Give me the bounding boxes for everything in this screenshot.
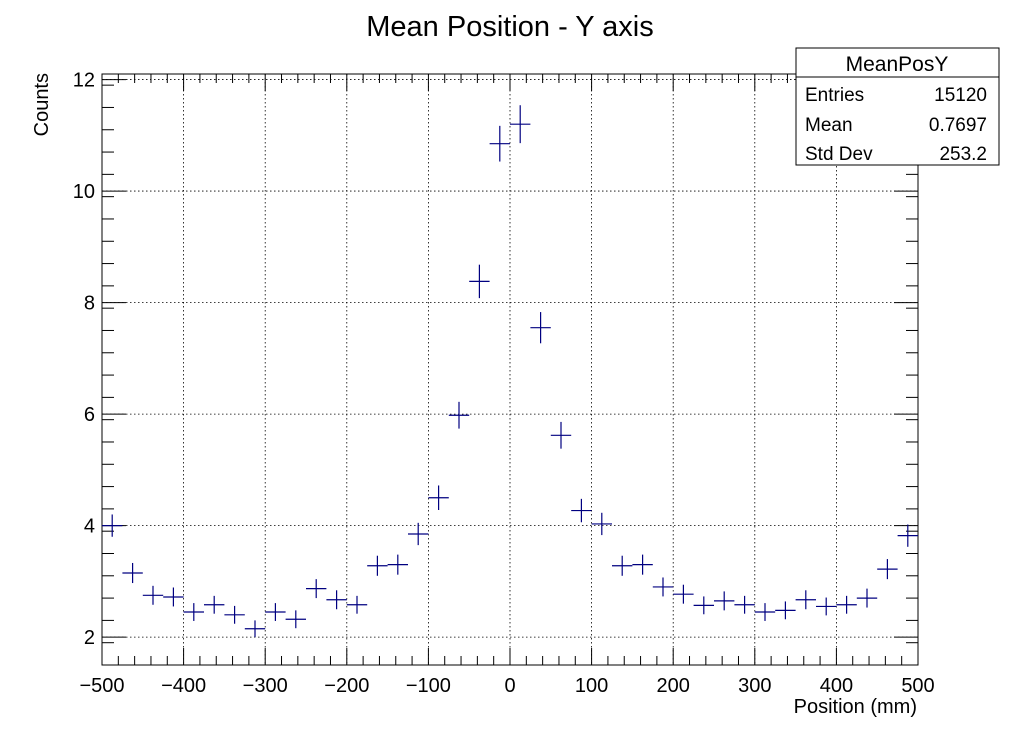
x-tick-label: −500 bbox=[79, 675, 124, 697]
x-tick-label: −100 bbox=[406, 675, 451, 697]
data-point bbox=[244, 620, 266, 638]
data-point bbox=[285, 610, 306, 629]
stats-stddev-label: Std Dev bbox=[805, 144, 873, 165]
data-point bbox=[530, 312, 551, 344]
data-point bbox=[714, 591, 735, 611]
x-tick-label: −400 bbox=[161, 675, 206, 697]
y-tick-label: 8 bbox=[84, 293, 95, 315]
y-tick-label: 4 bbox=[84, 516, 95, 538]
data-point bbox=[510, 105, 531, 144]
data-point bbox=[877, 559, 898, 580]
data-point bbox=[816, 597, 837, 616]
data-point bbox=[448, 401, 470, 429]
data-point bbox=[122, 562, 143, 584]
x-tick-label: 500 bbox=[901, 675, 934, 697]
chart-title: Mean Position - Y axis bbox=[366, 11, 653, 43]
stats-entries-label: Entries bbox=[805, 85, 864, 106]
stats-mean-value: 0.7697 bbox=[929, 115, 987, 136]
data-point bbox=[265, 603, 286, 621]
stats-box-frame bbox=[795, 47, 1000, 166]
stats-stddev-value: 253.2 bbox=[939, 144, 987, 165]
data-point bbox=[428, 485, 449, 511]
data-point bbox=[326, 590, 347, 610]
x-tick-label: 100 bbox=[575, 675, 608, 697]
y-tick-labels: 2 4 6 8 10 12 bbox=[73, 70, 95, 650]
x-tick-label: 400 bbox=[820, 675, 853, 697]
data-point bbox=[489, 125, 510, 162]
data-point bbox=[224, 605, 245, 624]
data-point bbox=[795, 590, 816, 610]
y-axis-label: Counts bbox=[31, 73, 53, 136]
data-point bbox=[387, 554, 408, 575]
x-axis-label: Position (mm) bbox=[794, 696, 917, 718]
x-tick-label: 300 bbox=[738, 675, 771, 697]
stats-entries-value: 15120 bbox=[934, 85, 987, 106]
data-point bbox=[775, 601, 796, 620]
data-point bbox=[612, 555, 633, 576]
data-point bbox=[163, 587, 184, 607]
stats-title: MeanPosY bbox=[846, 53, 949, 76]
data-points bbox=[102, 105, 918, 638]
data-point bbox=[306, 579, 327, 599]
data-point bbox=[571, 498, 592, 523]
data-point bbox=[897, 524, 918, 547]
data-point bbox=[693, 596, 714, 615]
x-tick-label: −200 bbox=[324, 675, 369, 697]
data-point bbox=[591, 512, 612, 536]
stats-mean-label: Mean bbox=[805, 115, 853, 136]
y-tick-label: 10 bbox=[73, 181, 95, 203]
x-tick-label: 0 bbox=[504, 675, 515, 697]
data-point bbox=[734, 595, 755, 614]
data-point bbox=[469, 264, 490, 299]
data-point bbox=[856, 588, 878, 608]
data-point bbox=[550, 421, 572, 449]
data-point bbox=[204, 595, 225, 614]
x-tick-labels: −500 −400 −300 −200 −100 0 100 200 300 400 500 bbox=[79, 675, 934, 697]
data-point bbox=[632, 554, 653, 575]
stats-box: MeanPosY Entries 15120 Mean 0.7697 Std D… bbox=[795, 47, 1000, 166]
data-point bbox=[102, 514, 123, 537]
data-point bbox=[408, 522, 429, 546]
data-point bbox=[142, 585, 164, 605]
data-point bbox=[652, 577, 674, 597]
y-tick-label: 2 bbox=[84, 627, 95, 649]
data-point bbox=[673, 584, 694, 604]
y-tick-label: 12 bbox=[73, 70, 95, 92]
data-point bbox=[346, 595, 368, 614]
data-point bbox=[754, 603, 776, 621]
data-point bbox=[836, 595, 857, 614]
y-tick-label: 6 bbox=[84, 404, 95, 426]
x-tick-label: 200 bbox=[657, 675, 690, 697]
data-point bbox=[183, 603, 204, 621]
data-point bbox=[367, 555, 388, 576]
x-tick-label: −300 bbox=[243, 675, 288, 697]
